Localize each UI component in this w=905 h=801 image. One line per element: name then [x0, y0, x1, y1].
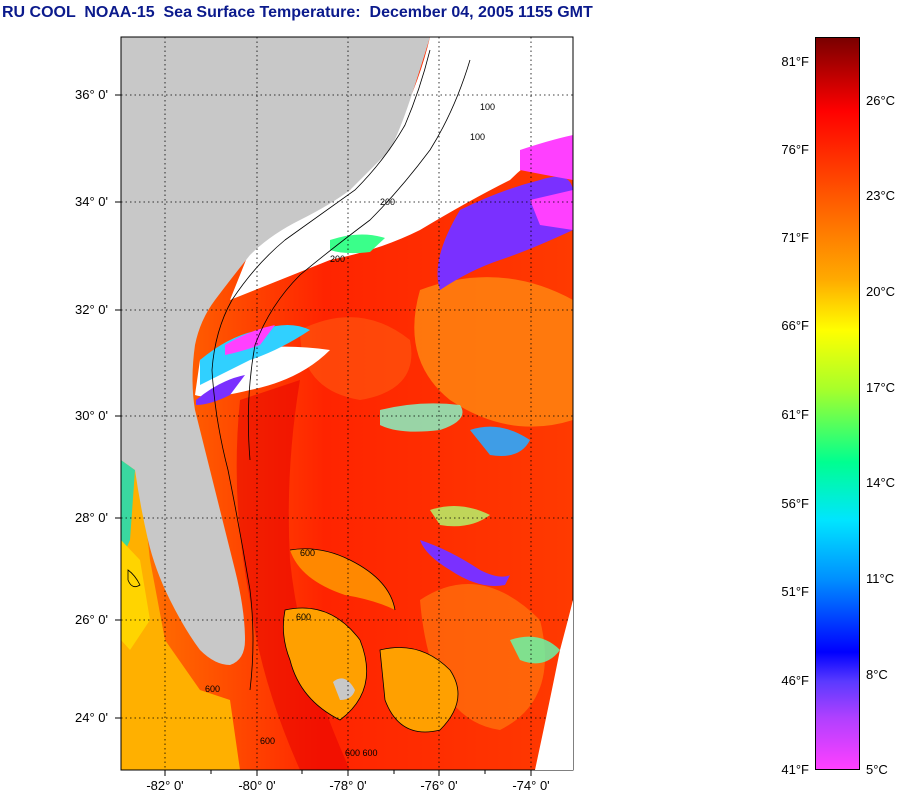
isobath-line [211, 49, 431, 691]
colorbar-c-label: 17°C [866, 380, 896, 395]
isobath-label: 200 [330, 254, 345, 264]
colorbar-f-label: 51°F [781, 584, 809, 599]
florida-current [236, 380, 350, 770]
lat-label-30: 30° 0' [75, 408, 108, 423]
cold-water-streak [200, 325, 310, 385]
cold-water-streak [196, 375, 245, 405]
colorbar-f-label: 56°F [781, 496, 809, 511]
lon-label-78: -78° 0' [329, 778, 367, 793]
cold-water-streak [330, 234, 385, 254]
cloud-mask [230, 37, 573, 300]
cold-water-streak [430, 506, 490, 527]
warm-water-patch [414, 277, 573, 427]
lon-label-74: -74° 0' [512, 778, 550, 793]
swath-edge-mask [535, 600, 573, 770]
colorbar-c-label: 20°C [866, 284, 896, 299]
isobath-label: 200 [380, 197, 395, 207]
colorbar-f-label: 61°F [781, 407, 809, 422]
isobath-label: 100 [470, 132, 485, 142]
lat-label-26: 26° 0' [75, 612, 108, 627]
gulf-water [121, 540, 150, 650]
colorbar-gradient [816, 38, 859, 769]
colorbar-c-label: 26°C [866, 93, 896, 108]
colorbar-c-label: 11°C [866, 571, 895, 586]
cold-water-streak [470, 426, 530, 456]
colorbar-c-label: 23°C [866, 188, 896, 203]
gulf-water [121, 460, 240, 770]
lat-label-24: 24° 0' [75, 710, 108, 725]
warm-water-patch [300, 317, 412, 400]
cold-water-streak [225, 325, 275, 355]
cold-water-streak [520, 135, 573, 180]
colorbar-f-label: 41°F [781, 762, 809, 777]
isobath-label: 600 600 [345, 748, 378, 758]
isobath-line [247, 59, 471, 461]
isobath-label: 600 [296, 612, 311, 622]
colorbar-c-label: 14°C [866, 475, 896, 490]
cold-water-streak [510, 636, 560, 664]
lon-label-80: -80° 0' [238, 778, 276, 793]
cold-water-streak [530, 190, 573, 230]
isobath-line [289, 548, 396, 611]
lon-label-82: -82° 0' [146, 778, 184, 793]
isobath-line [127, 569, 141, 588]
map-title: RU COOL NOAA-15 Sea Surface Temperature:… [2, 4, 593, 21]
lon-label-76: -76° 0' [420, 778, 458, 793]
colorbar-c-label: 8°C [866, 667, 888, 682]
isobath-label: 100 [480, 102, 495, 112]
colorbar-f-label: 81°F [781, 54, 809, 69]
island [333, 678, 355, 700]
bahamas-bank [380, 647, 458, 732]
isobath-line [379, 647, 459, 733]
cold-water-streak [380, 403, 463, 432]
colorbar-f-label: 76°F [781, 142, 809, 157]
lat-label-34: 34° 0' [75, 194, 108, 209]
isobath-line [282, 607, 367, 721]
bahamas-bank [290, 548, 395, 610]
isobath-label: 600 [300, 548, 315, 558]
isobath-label: 600 [205, 684, 220, 694]
us-east-coast-land [121, 37, 430, 665]
cold-water-streak [420, 540, 510, 586]
map-frame [120, 36, 574, 771]
colorbar-c-label: 5°C [866, 762, 888, 777]
colorbar-frame [815, 37, 860, 770]
gulf-water [121, 460, 135, 560]
isobath-label: 600 [260, 736, 275, 746]
lat-label-28: 28° 0' [75, 510, 108, 525]
colorbar-f-label: 66°F [781, 318, 809, 333]
lat-label-36: 36° 0' [75, 87, 108, 102]
lat-label-32: 32° 0' [75, 302, 108, 317]
colorbar-f-label: 71°F [781, 230, 809, 245]
colorbar-f-label: 46°F [781, 673, 809, 688]
